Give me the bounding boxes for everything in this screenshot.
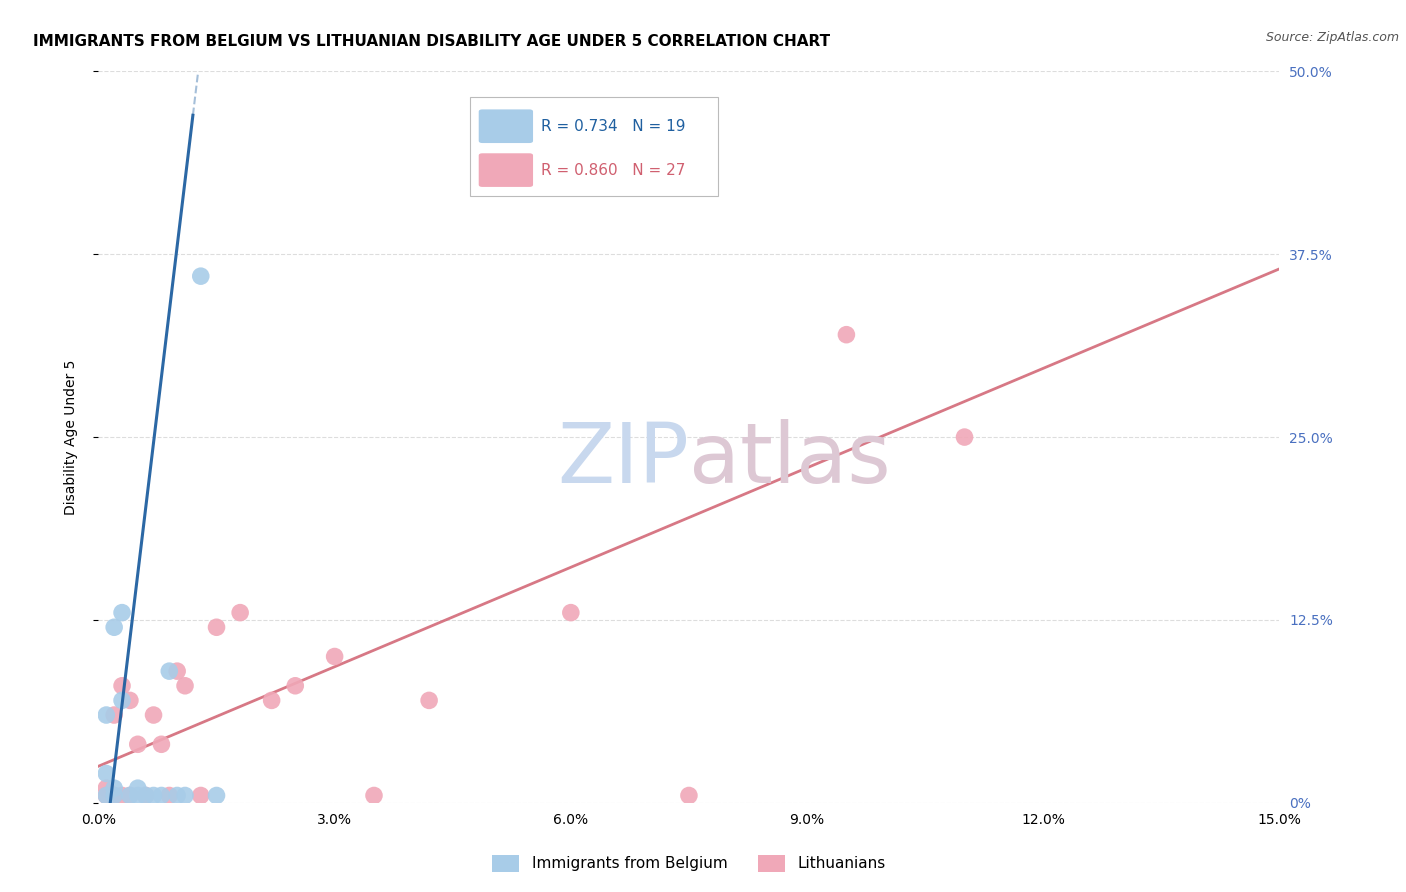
Point	[103, 708, 125, 723]
Point	[103, 789, 125, 803]
Point	[190, 789, 212, 803]
Point	[111, 693, 134, 707]
Point	[174, 789, 197, 803]
Text: ZIP: ZIP	[557, 418, 689, 500]
Point	[835, 327, 858, 342]
Point	[96, 766, 118, 780]
Point	[96, 781, 118, 796]
Point	[103, 781, 125, 796]
Point	[127, 737, 149, 751]
Legend: Immigrants from Belgium, Lithuanians: Immigrants from Belgium, Lithuanians	[484, 847, 894, 880]
FancyBboxPatch shape	[478, 153, 533, 187]
Point	[260, 693, 283, 707]
Point	[96, 708, 118, 723]
Text: Source: ZipAtlas.com: Source: ZipAtlas.com	[1265, 31, 1399, 45]
Text: R = 0.860   N = 27: R = 0.860 N = 27	[541, 162, 686, 178]
Point	[142, 708, 165, 723]
Text: atlas: atlas	[689, 418, 890, 500]
Point	[118, 789, 141, 803]
Point	[363, 789, 385, 803]
Point	[111, 606, 134, 620]
Point	[118, 789, 141, 803]
Point	[135, 789, 157, 803]
Point	[157, 664, 180, 678]
Point	[560, 606, 582, 620]
Point	[127, 781, 149, 796]
Point	[150, 789, 173, 803]
Point	[103, 620, 125, 634]
Text: R = 0.734   N = 19: R = 0.734 N = 19	[541, 119, 686, 134]
Point	[953, 430, 976, 444]
Point	[418, 693, 440, 707]
Point	[127, 789, 149, 803]
Point	[205, 620, 228, 634]
Point	[111, 789, 134, 803]
Point	[96, 789, 118, 803]
FancyBboxPatch shape	[471, 97, 718, 195]
Point	[190, 269, 212, 284]
Point	[157, 789, 180, 803]
Point	[678, 789, 700, 803]
Point	[118, 693, 141, 707]
Text: IMMIGRANTS FROM BELGIUM VS LITHUANIAN DISABILITY AGE UNDER 5 CORRELATION CHART: IMMIGRANTS FROM BELGIUM VS LITHUANIAN DI…	[34, 35, 831, 49]
Point	[205, 789, 228, 803]
Point	[103, 789, 125, 803]
Point	[166, 664, 188, 678]
Point	[96, 789, 118, 803]
Y-axis label: Disability Age Under 5: Disability Age Under 5	[63, 359, 77, 515]
Point	[229, 606, 252, 620]
Point	[166, 789, 188, 803]
Point	[142, 789, 165, 803]
Point	[111, 679, 134, 693]
Point	[323, 649, 346, 664]
Point	[174, 679, 197, 693]
Point	[284, 679, 307, 693]
FancyBboxPatch shape	[478, 110, 533, 143]
Point	[150, 737, 173, 751]
Point	[135, 789, 157, 803]
